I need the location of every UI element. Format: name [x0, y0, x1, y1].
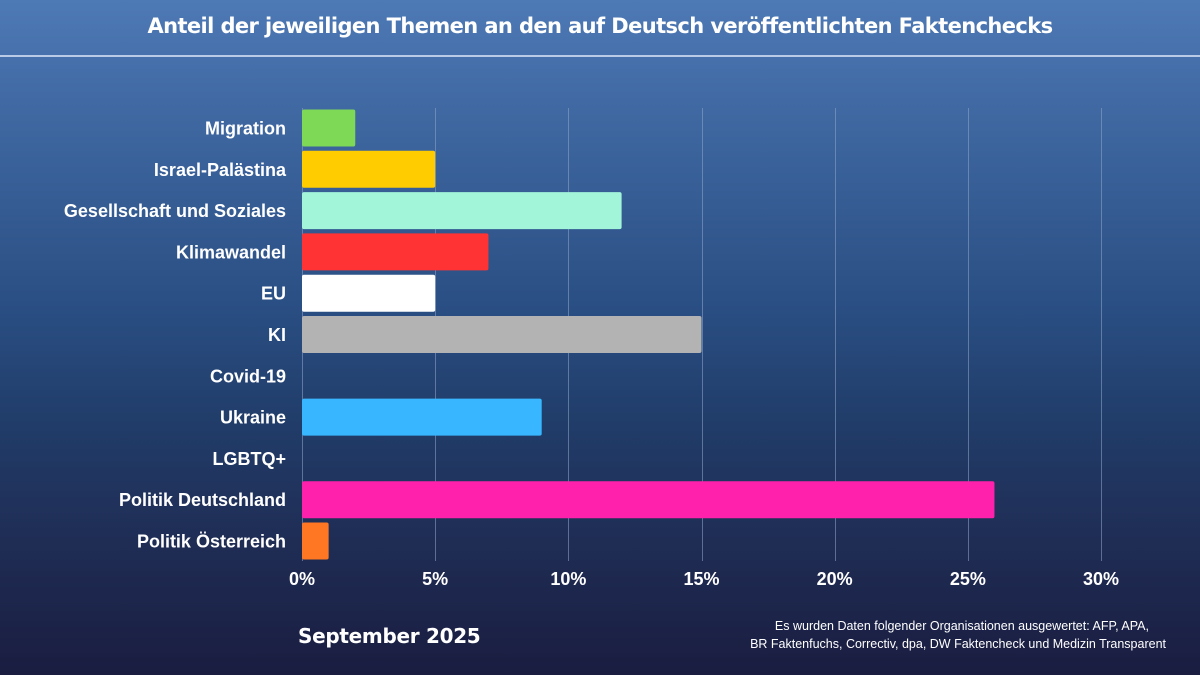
x-tick-label: 0% — [289, 569, 315, 589]
x-tick-label: 25% — [950, 569, 986, 589]
category-label: Ukraine — [220, 408, 286, 428]
x-tick-label: 30% — [1083, 569, 1119, 589]
bar-israel-palästina — [302, 150, 436, 188]
x-tick-labels: 0% 5% 10% 15% 20% 25% 30% — [289, 569, 1119, 589]
chart-title: Anteil der jeweiligen Themen an den auf … — [147, 14, 1053, 38]
bar-ukraine — [302, 398, 542, 436]
x-tick-label: 20% — [817, 569, 853, 589]
source-note: Es wurden Daten folgender Organisationen… — [706, 617, 1166, 653]
category-label: KI — [268, 325, 286, 345]
bar-politik-deutschland — [302, 481, 995, 519]
category-label: LGBTQ+ — [212, 449, 286, 469]
category-label: Gesellschaft und Soziales — [64, 201, 286, 221]
x-tick-label: 15% — [683, 569, 719, 589]
bar-migration — [302, 109, 356, 147]
category-labels: Migration Israel-Palästina Gesellschaft un… — [64, 119, 287, 552]
category-label: Covid-19 — [210, 366, 286, 386]
x-tick-label: 5% — [422, 569, 448, 589]
bar-eu — [302, 274, 436, 312]
category-label: Migration — [205, 119, 286, 139]
source-line-1: Es wurden Daten folgender Organisationen… — [774, 619, 1149, 633]
bar-politik-österreich — [302, 522, 329, 560]
category-label: Klimawandel — [176, 242, 286, 262]
x-tick-label: 10% — [550, 569, 586, 589]
category-label: EU — [261, 284, 286, 304]
category-label: Israel-Palästina — [154, 160, 287, 180]
bar-gesellschaft-und-soziales — [302, 192, 622, 230]
bar-klimawandel — [302, 233, 489, 271]
period-label: September 2025 — [298, 624, 481, 648]
title-divider — [0, 55, 1200, 57]
bars — [302, 109, 995, 560]
category-label: Politik Deutschland — [119, 490, 286, 510]
bar-ki — [302, 316, 702, 353]
source-line-2: BR Faktenfuchs, Correctiv, dpa, DW Fakte… — [750, 637, 1166, 651]
category-label: Politik Österreich — [137, 532, 286, 552]
